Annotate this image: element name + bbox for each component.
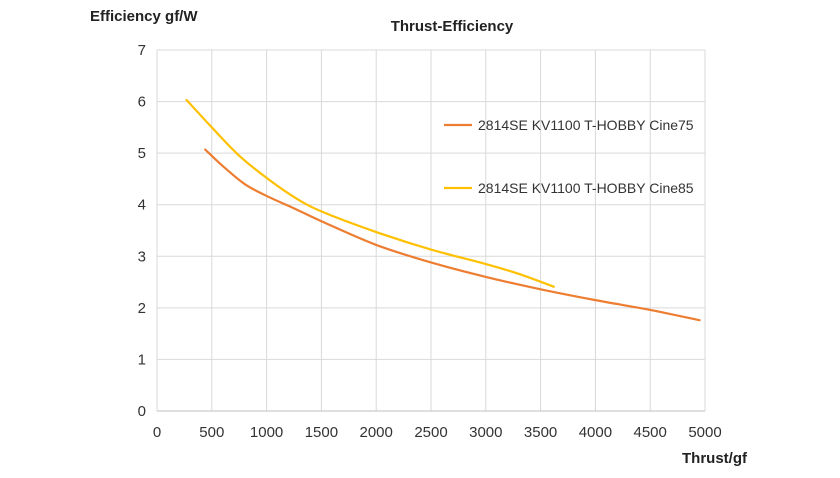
legend-label-1: 2814SE KV1100 T-HOBBY Cine75 <box>478 117 694 133</box>
x-tick-label: 3000 <box>469 424 502 441</box>
series-line-2 <box>185 98 555 288</box>
x-tick-label: 4500 <box>634 424 667 441</box>
y-tick-label: 7 <box>138 42 146 59</box>
y-tick-label: 1 <box>138 351 146 368</box>
y-tick-label: 2 <box>138 300 146 317</box>
x-tick-label: 2000 <box>360 424 393 441</box>
x-tick-label: 4000 <box>579 424 612 441</box>
y-tick-label: 0 <box>138 403 146 420</box>
series-line-1 <box>204 148 701 322</box>
chart-title: Thrust-Efficiency <box>391 18 514 35</box>
y-tick-label: 3 <box>138 248 146 265</box>
legend-label-2: 2814SE KV1100 T-HOBBY Cine85 <box>478 180 694 196</box>
y-tick-label: 6 <box>138 94 146 111</box>
grid-layer <box>156 49 706 412</box>
x-tick-label: 1500 <box>305 424 338 441</box>
x-tick-label: 3500 <box>524 424 557 441</box>
x-tick-label: 0 <box>153 424 161 441</box>
y-tick-label: 5 <box>138 145 146 162</box>
legend: 2814SE KV1100 T-HOBBY Cine75 2814SE KV110… <box>444 117 694 196</box>
x-tick-label: 2500 <box>414 424 447 441</box>
x-tick-label: 500 <box>199 424 224 441</box>
y-tick-label: 4 <box>138 197 146 214</box>
x-tick-label: 5000 <box>688 424 721 441</box>
axis-layer: 0 500 1000 1500 2000 2500 3000 3500 4000 4500 5000… <box>138 42 722 441</box>
y-axis-title: Efficiency gf/W <box>90 8 198 25</box>
series-layer <box>185 98 701 322</box>
x-axis-title: Thrust/gf <box>682 450 748 467</box>
x-tick-label: 1000 <box>250 424 283 441</box>
